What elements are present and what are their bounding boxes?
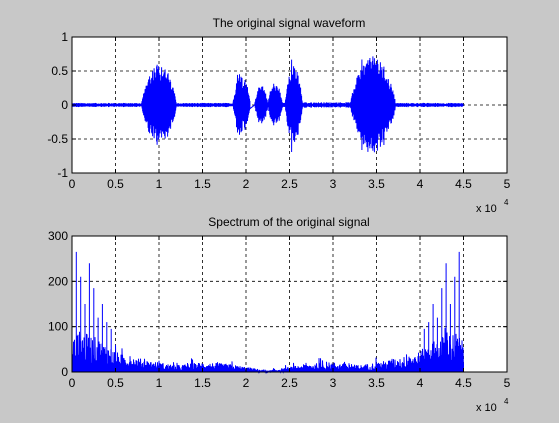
spectrum-x-multiplier: x 10 [476,402,497,414]
spectrum-y-tick-label: 200 [48,274,68,288]
spectrum-x-tick-label: 0.5 [107,376,124,390]
waveform-x-tick-label: 1 [156,177,163,191]
waveform-axes: The original signal waveform 0 0.5 1 1.5 2 2.… [47,16,510,215]
spectrum-x-tick-label: 2 [243,376,250,390]
spectrum-title: Spectrum of the original signal [208,215,369,229]
waveform-y-tick-label: -0.5 [47,132,68,146]
spectrum-ticks: 0 0.5 1 1.5 2 2.5 3 3.5 4 4.5 5 0 100 200 300 [48,229,511,390]
spectrum-x-tick-label: 0 [69,376,76,390]
spectrum-x-multiplier-exponent: 4 [504,397,509,406]
waveform-y-tick-label: -1 [57,166,68,180]
waveform-x-tick-label: 4 [417,177,424,191]
spectrum-y-tick-label: 100 [48,320,68,334]
waveform-title: The original signal waveform [213,16,366,30]
waveform-x-tick-label: 1.5 [194,177,211,191]
spectrum-x-tick-label: 1.5 [194,376,211,390]
spectrum-y-tick-label: 300 [48,229,68,243]
spectrum-series-line [71,251,464,374]
waveform-y-tick-label: 1 [61,30,68,44]
waveform-x-multiplier: x 10 [476,203,497,215]
waveform-x-tick-label: 0 [69,177,76,191]
waveform-y-tick-label: 0.5 [51,64,68,78]
spectrum-x-tick-label: 2.5 [281,376,298,390]
spectrum-grid [72,236,507,372]
waveform-x-tick-label: 2 [243,177,250,191]
spectrum-x-tick-label: 3.5 [368,376,385,390]
waveform-series-line [71,56,464,153]
spectrum-y-tick-label: 0 [61,365,68,379]
spectrum-x-tick-label: 4.5 [455,376,472,390]
spectrum-trace [71,251,464,374]
waveform-x-tick-label: 2.5 [281,177,298,191]
spectrum-x-tick-label: 4 [417,376,424,390]
waveform-trace [71,56,464,153]
waveform-ticks: 0 0.5 1 1.5 2 2.5 3 3.5 4 4.5 5 -1 -0.5 0 0.5 1 [47,30,510,191]
waveform-x-tick-label: 3.5 [368,177,385,191]
waveform-x-tick-label: 0.5 [107,177,124,191]
waveform-x-tick-label: 4.5 [455,177,472,191]
spectrum-x-tick-label: 3 [330,376,337,390]
spectrum-axes: Spectrum of the original signal 0 0.5 1 1.5… [48,215,511,414]
spectrum-x-tick-label: 1 [156,376,163,390]
waveform-x-tick-label: 5 [504,177,511,191]
spectrum-x-tick-label: 5 [504,376,511,390]
waveform-x-tick-label: 3 [330,177,337,191]
waveform-x-multiplier-exponent: 4 [504,198,509,207]
waveform-y-tick-label: 0 [61,98,68,112]
